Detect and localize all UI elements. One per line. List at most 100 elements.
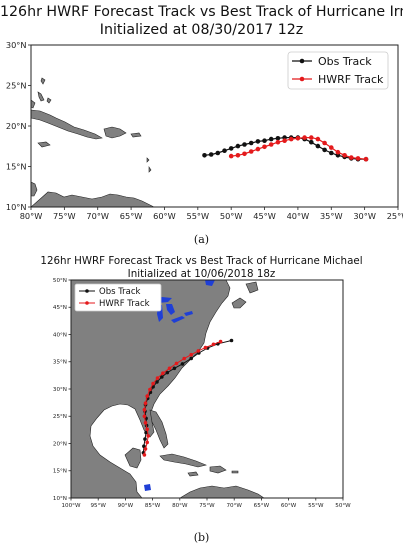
legend-b-obs-label: Obs Track <box>99 287 141 297</box>
legend-b-hwrf-marker <box>85 301 89 305</box>
chart-a-hwrf-track-point <box>363 156 369 162</box>
chart-a-hwrf-track-point <box>262 144 267 150</box>
chart-b-obs-track-point <box>142 444 146 449</box>
legend-b-obs-marker <box>85 289 89 293</box>
chart-a-x-tick-label: 35°W <box>320 211 343 221</box>
chart-b-subtitle: Initialized at 10/06/2018 18z <box>127 268 276 280</box>
chart-a-hwrf-track-point <box>349 155 354 160</box>
land-florida-tip <box>31 99 36 109</box>
chart-b-hwrf-track-point <box>143 401 148 406</box>
chart-b-title-block: 126hr HWRF Forecast Track vs Best Track … <box>0 255 403 281</box>
chart-a-x-tick-label: 45°W <box>253 211 276 221</box>
lake-huron <box>166 304 175 315</box>
chart-a-x-tick-label: 80°W <box>20 211 43 221</box>
land-jamaica <box>37 141 51 148</box>
chart-b-y-tick-label: 15°N <box>53 469 67 475</box>
chart-b-y-tick-label: 45°N <box>53 305 67 311</box>
chart-b-x-tick-label: 65°W <box>254 503 270 509</box>
chart-a-x-tick-label: 75°W <box>53 211 76 221</box>
land-hispaniola-b <box>209 465 227 474</box>
chart-b-hwrf-track-point <box>145 440 149 445</box>
chart-b-hwrf-track-point <box>145 427 149 432</box>
chart-a-obs-track-point <box>222 148 227 153</box>
chart-a-subtitle: Initialized at 08/30/2017 12z <box>99 22 304 38</box>
chart-a-obs-track-point <box>268 136 274 142</box>
chart-b-hwrf-track-line <box>143 341 221 455</box>
chart-a-hwrf-track-point <box>288 136 294 142</box>
chart-a-hwrf-track-point <box>355 156 361 161</box>
chart-b-hwrf-track-point <box>161 371 165 376</box>
chart-a-title-block: 126hr HWRF Forecast Track vs Best Track … <box>0 3 403 39</box>
chart-b-x-tick-label: 70°W <box>226 503 242 509</box>
chart-a-obs-track-point <box>248 140 254 146</box>
chart-a-obs-track-point <box>202 153 207 158</box>
chart-b-x-tick-label: 85°W <box>145 503 161 509</box>
chart-b-x-tick-label: 80°W <box>172 503 188 509</box>
chart-a-x-tick-label: 40°W <box>287 211 310 221</box>
land-yucatan-b <box>124 447 142 469</box>
chart-b-x-tick-label: 90°W <box>118 503 134 509</box>
chart-a-x-tick-label: 30°W <box>353 211 376 221</box>
chart-b-obs-track-point <box>155 380 159 384</box>
chart-a-hwrf-track-point <box>302 135 307 140</box>
chart-b-x-tick-label: 60°W <box>281 503 297 509</box>
panel-b-caption: (b) <box>193 531 210 544</box>
land-puerto-rico-b <box>231 470 239 474</box>
legend-a-obs-marker <box>299 58 305 64</box>
chart-a-x-tick-label: 25°W <box>387 211 403 221</box>
chart-a-hwrf-track-point <box>242 151 247 157</box>
chart-a-hwrf-track-point <box>235 153 241 158</box>
land-hispaniola <box>103 126 127 139</box>
land-bahamas-3 <box>46 97 52 104</box>
land-antilles-1 <box>146 157 150 163</box>
lake-ontario <box>184 311 193 316</box>
chart-b-x-tick-label: 95°W <box>90 503 106 509</box>
chart-a-x-tick-label: 60°W <box>153 211 176 221</box>
chart-b-x-tick-label: 55°W <box>308 503 324 509</box>
chart-a-hwrf-track-point <box>322 140 327 146</box>
chart-b-hwrf-track-point <box>174 361 179 366</box>
chart-b-obs-track-point <box>180 362 185 366</box>
chart-b-obs-track-point <box>172 366 177 371</box>
land-florida <box>149 409 169 449</box>
chart-a-title: 126hr HWRF Forecast Track vs Best Track … <box>0 4 403 20</box>
legend-a-hwrf-marker <box>299 76 305 82</box>
chart-a-hwrf-track-point <box>315 136 321 142</box>
chart-b-hwrf-track-point <box>143 421 148 425</box>
chart-b-obs-track-point <box>189 356 193 361</box>
chart-b-y-tick-label: 30°N <box>53 387 67 393</box>
chart-a-obs-track-point <box>208 152 214 157</box>
chart-a-y-tick-label: 30°N <box>6 40 27 50</box>
chart-b-y-tick-label: 10°N <box>53 496 67 502</box>
chart-a-hwrf-track-point <box>329 145 334 150</box>
land-south-america <box>31 191 155 207</box>
legend-b-hwrf-label: HWRF Track <box>99 299 150 309</box>
chart-b-hwrf-track-point <box>167 366 172 371</box>
chart-a-legend-box <box>287 51 389 90</box>
chart-a-obs-track-point <box>215 150 221 156</box>
land-bahamas-1 <box>40 77 46 85</box>
chart-a: 80°W 75°W 70°W 65°W 60°W 55°W 50°W 45°W 40°W 35°W… <box>6 40 403 221</box>
land-nova-scotia <box>231 297 247 309</box>
chart-a-obs-track-point <box>242 142 247 147</box>
chart-a-y-tick-label: 15°N <box>6 161 27 171</box>
chart-b-title: 126hr HWRF Forecast Track vs Best Track … <box>40 255 363 267</box>
land-jamaica-b <box>187 471 199 477</box>
chart-b-obs-track-point <box>160 375 164 379</box>
chart-b-y-tick-label: 35°N <box>53 360 67 366</box>
lake-belize <box>144 484 151 491</box>
chart-a-hwrf-track-point <box>295 136 301 141</box>
chart-b-y-tick-label: 25°N <box>53 414 67 420</box>
chart-b-axes: 100°W 95°W 90°W 85°W 80°W 75°W 70°W 65°W 60°W 55°… <box>53 278 351 509</box>
chart-a-y-tick-label: 20°N <box>6 121 27 131</box>
chart-b-x-tick-label: 100°W <box>61 503 80 509</box>
chart-a-obs-track-point <box>315 143 321 149</box>
chart-b-obs-track-point <box>144 430 148 435</box>
legend-a-obs-label: Obs Track <box>318 55 372 68</box>
chart-a-hwrf-track-point <box>275 139 281 145</box>
chart-a-hwrf-track-point <box>228 153 234 159</box>
chart-a-axes: 80°W 75°W 70°W 65°W 60°W 55°W 50°W 45°W 40°W 35°W… <box>6 40 403 221</box>
chart-b-x-tick-label: 50°W <box>335 503 351 509</box>
chart-b-legend-box <box>74 283 162 312</box>
chart-a-obs-track-point <box>255 139 261 144</box>
